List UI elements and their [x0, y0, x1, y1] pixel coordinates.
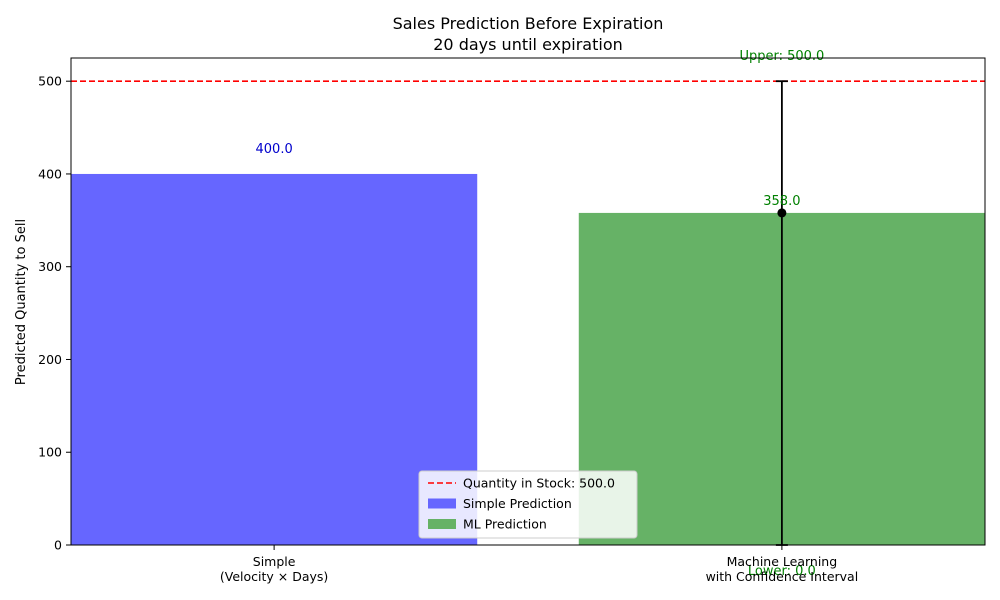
y-axis-label: Predicted Quantity to Sell [14, 219, 29, 385]
data-label-simple: 400.0 [256, 142, 293, 157]
y-tick-label: 100 [38, 445, 62, 460]
legend-swatch-simple [428, 498, 456, 509]
legend-box [418, 470, 638, 539]
legend-entry-label: ML Prediction [463, 517, 547, 532]
y-tick-label: 500 [38, 74, 62, 89]
ml-point-marker [777, 208, 787, 218]
y-tick-label: 0 [54, 538, 62, 553]
interval-lower-label: Lower: 0.0 [748, 564, 816, 579]
chart-title-line-1: Sales Prediction Before Expiration [393, 14, 664, 33]
x-tick-label: with Confidence Interval [706, 569, 859, 584]
y-tick-label: 200 [38, 352, 62, 367]
interval-upper-label: Upper: 500.0 [739, 49, 824, 64]
y-tick-label: 300 [38, 259, 62, 274]
bar-simple [71, 173, 478, 545]
legend-swatch-ml [428, 519, 456, 529]
data-label-ml: 358.0 [763, 194, 800, 209]
legend-entry-label: Quantity in Stock: 500.0 [463, 476, 615, 491]
x-tick-label: Simple [253, 554, 296, 569]
legend-entry-label: Simple Prediction [463, 496, 572, 511]
chart-title-line-2: 20 days until expiration [433, 35, 623, 54]
y-tick-label: 400 [38, 166, 62, 181]
x-tick-label: (Velocity × Days) [220, 569, 328, 584]
plot-frame [70, 57, 986, 546]
x-tick-label: Machine Learning [727, 554, 838, 569]
